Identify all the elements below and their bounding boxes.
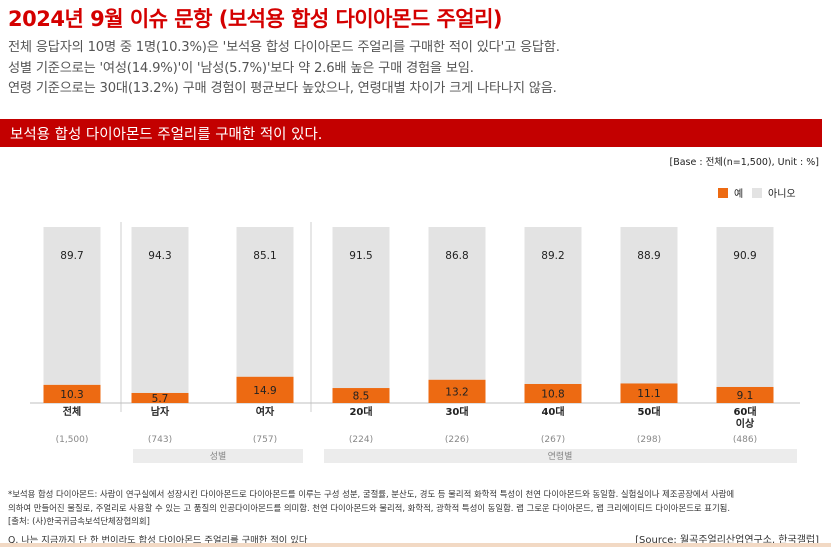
base-count-label: (743): [148, 435, 172, 445]
source-note: [Source: 월곡주얼리산업연구소, 한국갤럽]: [635, 535, 819, 546]
question-banner: 보석용 합성 다이아몬드 주얼리를 구매한 적이 있다.: [0, 119, 822, 147]
data-label-yes: 14.9: [253, 385, 276, 397]
legend-label-no: 아니오: [768, 189, 796, 200]
data-label-yes: 13.2: [445, 386, 468, 398]
page-title: 2024년 9월 이슈 문항 (보석용 합성 다이아몬드 주얼리): [8, 7, 503, 31]
data-label-yes: 5.7: [152, 393, 169, 405]
bar-yes: [524, 383, 582, 403]
group-bar-age: [324, 449, 797, 463]
bar-no: [428, 227, 486, 380]
data-label-no: 94.3: [148, 250, 171, 262]
data-label-yes: 10.3: [60, 389, 83, 401]
data-label-no: 88.9: [637, 250, 660, 262]
group-bar-gender: [133, 449, 303, 463]
legend-item-no: 아니오: [752, 185, 796, 200]
bar-yes: [43, 384, 101, 403]
data-label-no: 85.1: [253, 250, 276, 262]
category-label: 40대: [541, 405, 564, 418]
bar-yes: [716, 386, 774, 403]
bar-no: [236, 227, 294, 377]
base-count-label: (1,500): [56, 435, 89, 445]
bar-no: [43, 227, 101, 385]
data-label-no: 90.9: [733, 250, 756, 262]
footnote-line: [출처: (사)한국귀금속보석단체장협의회]: [8, 516, 150, 526]
category-label: 30대: [445, 405, 468, 418]
summary-text: 전체 응답자의 10명 중 1명(10.3%)은 '보석용 합성 다이아몬드 주…: [8, 38, 560, 100]
bar-yes: [131, 392, 189, 403]
data-label-yes: 11.1: [637, 388, 660, 400]
data-label-no: 86.8: [445, 250, 468, 262]
data-label-no: 89.7: [60, 250, 83, 262]
footnote-line: *보석용 합성 다이아몬드: 사람이 연구실에서 성장시킨 다이아몬드로 다이아…: [8, 489, 735, 499]
category-label: 전체: [63, 405, 81, 418]
base-count-label: (486): [733, 435, 757, 445]
survey-question: Q. 나는 지금까지 단 한 번이라도 합성 다이아몬드 주얼리를 구매한 적이…: [8, 535, 308, 546]
data-label-no: 91.5: [349, 250, 372, 262]
legend-label-yes: 예: [734, 189, 744, 200]
category-label: 20대: [349, 405, 372, 418]
data-label-no: 89.2: [541, 250, 564, 262]
base-note: [Base : 전체(n=1,500), Unit : %]: [669, 157, 819, 168]
category-label: 이상: [736, 417, 755, 430]
bottom-rule: [0, 543, 831, 547]
bar-yes: [236, 376, 294, 403]
bar-no: [620, 227, 678, 384]
base-count-label: (224): [349, 435, 373, 445]
category-label: 50대: [637, 405, 660, 418]
bar-no: [716, 227, 774, 387]
data-label-yes: 10.8: [541, 388, 564, 400]
summary-line: 전체 응답자의 10명 중 1명(10.3%)은 '보석용 합성 다이아몬드 주…: [8, 40, 560, 55]
category-label: 여자: [256, 405, 275, 418]
summary-line: 연령 기준으로는 30대(13.2%) 구매 경험이 평균보다 높았으나, 연령…: [8, 81, 557, 96]
legend-swatch-yes: [718, 187, 728, 198]
footnote-line: 의하여 만들어진 물질로, 주얼리로 사용할 수 있는 고 품질의 인공다이아몬…: [8, 502, 731, 513]
group-label-gender: 성별: [210, 451, 227, 462]
footnote: *보석용 합성 다이아몬드: 사람이 연구실에서 성장시킨 다이아몬드로 다이아…: [8, 488, 818, 529]
banner-text: 보석용 합성 다이아몬드 주얼리를 구매한 적이 있다.: [10, 127, 323, 143]
bar-yes: [332, 388, 390, 403]
base-count-label: (267): [541, 435, 565, 445]
legend-item-yes: 예: [718, 185, 743, 200]
bar-no: [524, 227, 582, 384]
category-label: 60대: [733, 405, 756, 418]
legend-swatch-no: [752, 187, 762, 198]
bar-no: [332, 227, 390, 389]
data-label-yes: 8.5: [353, 391, 370, 403]
base-count-label: (298): [637, 435, 661, 445]
group-label-age: 연령별: [548, 450, 573, 462]
base-count-label: (226): [445, 435, 469, 445]
summary-line: 성별 기준으로는 '여성(14.9%)'이 '남성(5.7%)'보다 약 2.6…: [8, 60, 474, 76]
data-label-yes: 9.1: [737, 390, 754, 402]
bar-yes: [428, 379, 486, 403]
bar-yes: [620, 383, 678, 403]
bar-no: [131, 227, 189, 393]
category-label: 남자: [151, 405, 170, 418]
base-count-label: (757): [253, 435, 277, 445]
